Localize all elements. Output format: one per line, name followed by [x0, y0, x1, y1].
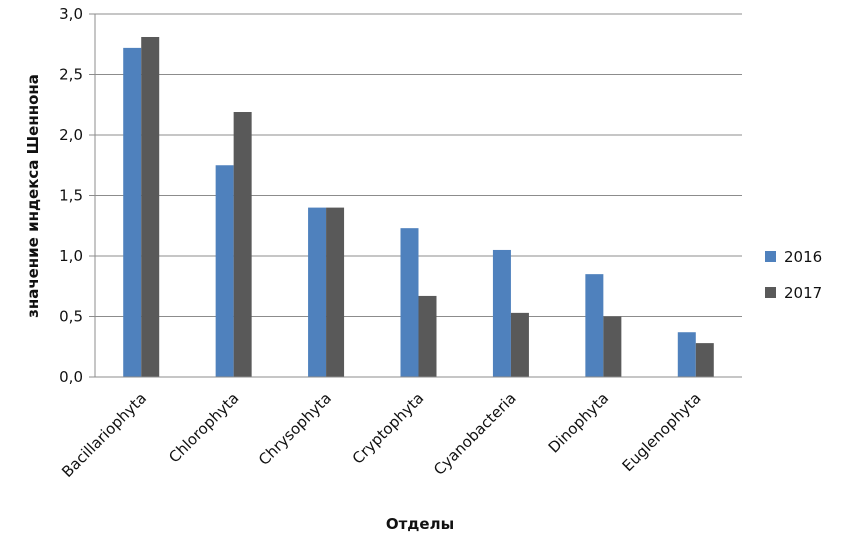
y-tick-label: 1,0	[59, 247, 83, 265]
y-tick-label: 1,5	[59, 187, 83, 205]
x-tick-label: Cyanobacteria	[430, 389, 520, 479]
y-tick-label: 3,0	[59, 5, 83, 23]
legend-swatch-2017	[765, 287, 776, 298]
bar-2016-chlorophyta	[215, 165, 234, 377]
x-axis-title: Отделы	[386, 515, 454, 533]
x-tick-label: Cryptophyta	[349, 389, 428, 468]
y-axis-title: значение индекса Шеннона	[24, 74, 42, 318]
x-tick-label: Bacillariophyta	[58, 389, 150, 481]
axes	[94, 14, 742, 378]
bar-2017-chlorophyta	[233, 112, 252, 377]
x-axis-ticks: Bacillariophyta Chlorophyta Chrysophyta Cry…	[58, 389, 704, 481]
bar-2017-cyanobacteria	[510, 312, 529, 377]
bar-2017-cryptophyta	[418, 295, 437, 377]
bars	[123, 36, 714, 378]
bar-2017-bacillariophyta	[141, 36, 160, 378]
legend: 2016 2017	[765, 248, 822, 302]
x-tick-label: Dinophyta	[545, 389, 612, 456]
y-tick-label: 0,5	[59, 308, 83, 326]
bar-2016-cryptophyta	[400, 228, 419, 377]
legend-label-2017: 2017	[784, 284, 822, 302]
x-tick-label: Chrysophyta	[255, 389, 335, 469]
bar-2016-chrysophyta	[308, 207, 327, 377]
legend-label-2016: 2016	[784, 248, 822, 266]
x-tick-label: Euglenophyta	[619, 389, 705, 475]
bar-2017-chrysophyta	[326, 207, 345, 377]
y-axis-ticks: 0,0 0,5 1,0 1,5 2,0 2,5 3,0	[59, 5, 95, 386]
y-tick-label: 0,0	[59, 368, 83, 386]
bar-2016-bacillariophyta	[123, 47, 142, 377]
bar-2016-dinophyta	[585, 274, 604, 377]
y-tick-label: 2,5	[59, 66, 83, 84]
legend-swatch-2016	[765, 251, 776, 262]
bar-2016-cyanobacteria	[492, 249, 511, 377]
bar-2017-dinophyta	[603, 316, 622, 377]
bar-2016-euglenophyta	[677, 332, 696, 377]
y-tick-label: 2,0	[59, 126, 83, 144]
x-tick-label: Chlorophyta	[165, 389, 242, 466]
bar-2017-euglenophyta	[695, 343, 714, 377]
